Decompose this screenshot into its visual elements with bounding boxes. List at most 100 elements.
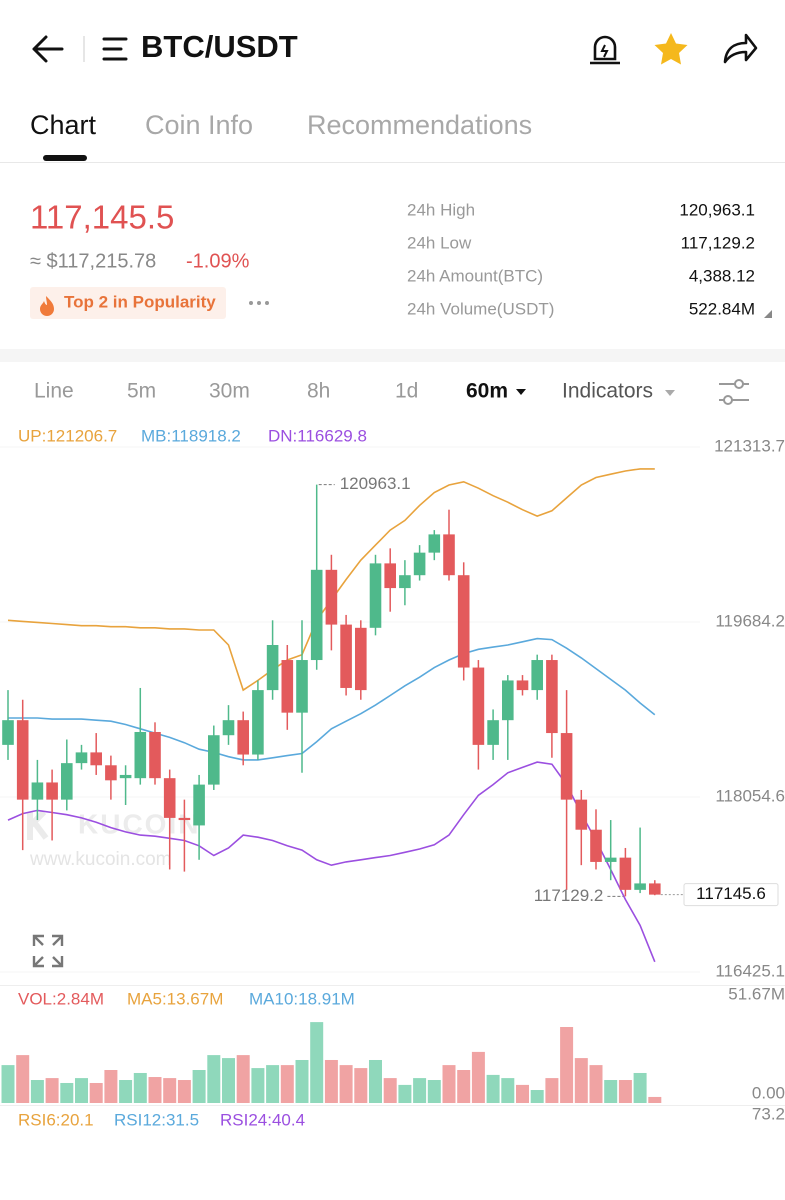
settings-icon[interactable] <box>719 379 749 405</box>
volume-bar <box>148 1077 162 1103</box>
candle-body <box>325 569 338 625</box>
volume-bar <box>119 1080 133 1103</box>
volume-bar <box>501 1078 515 1103</box>
volume-bar <box>398 1084 412 1103</box>
section-gap <box>0 349 785 362</box>
volume-bar <box>324 1059 338 1103</box>
volume-bar <box>383 1078 397 1103</box>
candle-body <box>443 534 455 576</box>
candle-body <box>619 857 632 890</box>
price-tick-label: 116425.1 <box>715 961 785 980</box>
candle-body <box>502 680 514 721</box>
candle-body <box>560 733 573 800</box>
candle-body <box>516 680 529 691</box>
candle-body <box>178 817 191 821</box>
price-tick-label: 118054.6 <box>715 786 785 805</box>
candle-body <box>399 575 411 589</box>
volume-bar <box>133 1072 147 1103</box>
candle-body <box>340 624 352 688</box>
fullscreen-icon[interactable] <box>32 934 64 968</box>
menu-icon[interactable] <box>102 37 128 61</box>
volume-bar <box>604 1080 618 1103</box>
tab[interactable]: Coin Info <box>145 110 253 140</box>
badge[interactable] <box>30 287 226 319</box>
fire-icon <box>40 296 54 316</box>
candle-body <box>369 563 382 628</box>
back-button[interactable] <box>32 35 64 63</box>
volume-bar <box>1 1065 15 1103</box>
candle-body <box>2 720 14 745</box>
volume-bar <box>177 1080 191 1103</box>
tab-active[interactable]: Chart <box>30 110 97 140</box>
volume-bar <box>280 1065 294 1103</box>
candle-body <box>266 644 279 691</box>
volume-bar <box>471 1051 485 1103</box>
volume-bar <box>163 1078 177 1103</box>
interval[interactable]: 8h <box>307 380 330 403</box>
change-percent: -1.09% <box>186 250 250 272</box>
volume-bar <box>427 1080 441 1103</box>
interval[interactable]: Line <box>34 380 74 403</box>
volume-bar <box>251 1068 265 1103</box>
interval[interactable]: 1d <box>395 380 418 403</box>
volume-bar <box>295 1059 309 1103</box>
candle-body <box>46 782 58 800</box>
share-icon[interactable] <box>723 33 758 64</box>
volume-legend: VOL:2.84M <box>18 989 104 1008</box>
volume-bar <box>545 1078 559 1103</box>
bollinger-band <box>8 637 656 761</box>
volume-bar <box>574 1058 588 1103</box>
candle-body <box>208 735 220 785</box>
favorite-star[interactable] <box>654 33 688 65</box>
candle-body <box>428 534 441 553</box>
candle-body <box>590 829 602 862</box>
volume-legend: MA10:18.91M <box>249 989 355 1008</box>
alert-icon[interactable] <box>590 35 620 65</box>
candle-body <box>193 784 205 826</box>
volume-bar <box>236 1055 250 1103</box>
candle-body <box>237 720 249 755</box>
candle-body <box>634 883 646 890</box>
volume-bar <box>618 1080 632 1103</box>
interval[interactable]: 5m <box>127 380 156 403</box>
volume-bar <box>104 1070 118 1103</box>
rsi-legend: RSI24:40.4 <box>220 1110 305 1129</box>
volume-bar <box>266 1065 280 1103</box>
volume-bar <box>16 1055 30 1103</box>
tab[interactable]: Recommendations <box>307 110 532 140</box>
volume-bar <box>648 1096 662 1103</box>
candle-body <box>149 731 161 779</box>
volume-tick-label: 0.00 <box>752 1083 785 1102</box>
volume-bar <box>442 1065 456 1103</box>
volume-bar <box>457 1070 471 1103</box>
volume-bar <box>560 1026 574 1103</box>
indicator-legend: MB:118918.2 <box>141 426 241 445</box>
interval-active[interactable]: 60m <box>466 380 508 403</box>
last-price-label: 117145.6 <box>696 884 766 903</box>
candle-body <box>604 857 617 862</box>
interval[interactable]: 30m <box>209 380 250 403</box>
volume-bar <box>310 1022 324 1103</box>
rsi-legend: RSI6:20.1 <box>18 1110 94 1129</box>
dropdown-caret <box>665 390 675 396</box>
volume-bar <box>530 1090 544 1103</box>
volume-bar <box>633 1072 647 1103</box>
stat-value: 120,963.1 <box>679 200 755 219</box>
volume-bar <box>486 1074 500 1103</box>
rsi-tick-label: 73.2 <box>752 1104 785 1123</box>
candle-body <box>384 563 396 589</box>
interval[interactable]: Indicators <box>562 380 653 403</box>
candle-body <box>134 731 147 779</box>
volume-bar <box>339 1065 353 1103</box>
candle-body <box>310 569 323 661</box>
volume-bar <box>60 1082 74 1103</box>
pair-title: BTC/USDT <box>141 29 298 64</box>
volume-legend: MA5:13.67M <box>127 989 223 1008</box>
candle-body <box>531 660 543 691</box>
more-icon[interactable] <box>249 301 269 305</box>
dropdown-caret <box>516 389 526 395</box>
volume-bar <box>222 1058 235 1103</box>
volume-bar <box>369 1059 382 1103</box>
candle-body <box>457 575 470 668</box>
